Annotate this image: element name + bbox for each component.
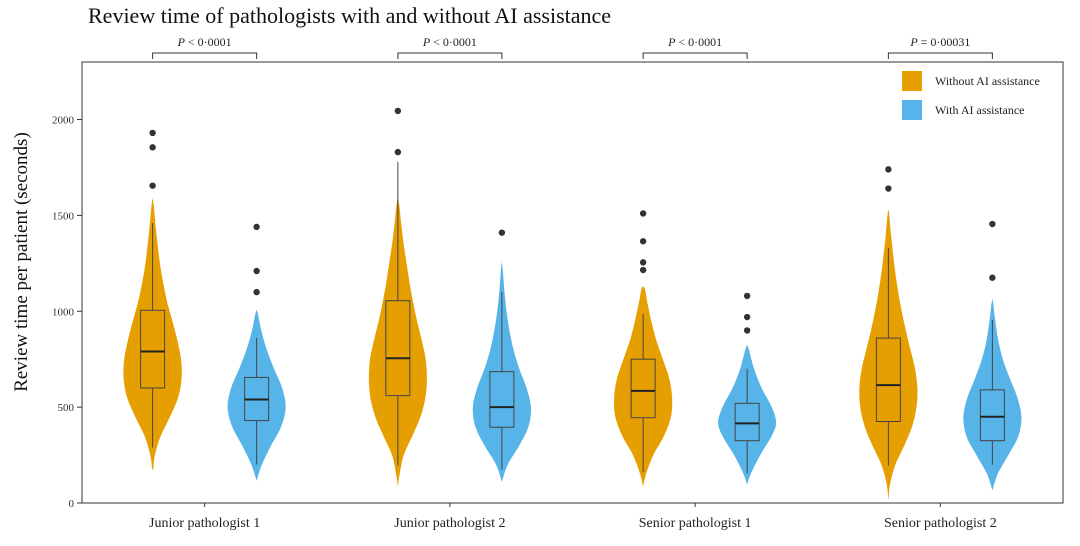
- box-with-ai: [734, 402, 760, 442]
- p-value-label: P < 0·0001: [667, 35, 722, 49]
- y-tick-label: 0: [69, 498, 75, 510]
- p-value-label: P = 0·00031: [909, 35, 970, 49]
- violin-with-ai: [963, 299, 1022, 491]
- legend-swatch-with-ai: [902, 100, 922, 120]
- box-without-ai: [630, 358, 656, 419]
- significance-bracket: [887, 52, 993, 59]
- outlier-point: [639, 238, 647, 245]
- outlier-point: [743, 327, 751, 334]
- outlier-point: [253, 267, 260, 275]
- legend-swatch-without-ai: [902, 71, 922, 91]
- outlier-point: [498, 229, 506, 236]
- outlier-point: [885, 166, 892, 173]
- violin-without-ai: [123, 197, 182, 470]
- y-tick-label: 1000: [52, 306, 75, 318]
- outlier-point: [885, 185, 892, 192]
- outlier-point: [743, 292, 751, 300]
- violin-with-ai: [227, 309, 286, 481]
- x-tick-label: Junior pathologist 1: [149, 516, 260, 531]
- y-tick-label: 1500: [52, 210, 75, 222]
- outlier-point: [149, 182, 156, 189]
- significance-bracket: [152, 52, 258, 59]
- outlier-point: [743, 313, 751, 321]
- significance-bracket: [397, 52, 503, 59]
- x-tick-label: Junior pathologist 2: [394, 516, 505, 531]
- legend-label: Without AI assistance: [935, 74, 1040, 88]
- box-without-ai: [875, 337, 901, 423]
- outlier-point: [639, 266, 647, 274]
- outlier-point: [639, 259, 647, 266]
- y-tick-label: 500: [58, 402, 75, 414]
- significance-bracket: [642, 52, 748, 59]
- chart-title: Review time of pathologists with and wit…: [88, 3, 612, 28]
- box-with-ai: [489, 371, 515, 428]
- violin-without-ai: [613, 286, 673, 487]
- x-tick-label: Senior pathologist 1: [639, 516, 752, 531]
- x-tick-label: Senior pathologist 2: [884, 516, 997, 531]
- box-without-ai: [140, 309, 166, 389]
- outlier-point: [253, 288, 260, 296]
- outlier-point: [149, 129, 156, 137]
- outlier-point: [253, 223, 260, 231]
- violin-without-ai: [368, 196, 427, 487]
- box-without-ai: [385, 300, 411, 397]
- box-with-ai: [979, 389, 1005, 442]
- p-value-label: P < 0·0001: [422, 35, 477, 49]
- outlier-point: [149, 144, 156, 151]
- violin-without-ai: [859, 209, 918, 501]
- outlier-point: [639, 210, 647, 217]
- violin-with-ai: [718, 345, 777, 485]
- y-tick-label: 2000: [52, 115, 75, 127]
- outlier-point: [989, 274, 996, 281]
- outlier-point: [394, 107, 402, 115]
- p-value-label: P < 0·0001: [177, 35, 232, 49]
- outlier-point: [394, 148, 402, 156]
- legend-label: With AI assistance: [935, 103, 1025, 117]
- plot-frame: [81, 61, 1064, 504]
- outlier-point: [989, 220, 996, 228]
